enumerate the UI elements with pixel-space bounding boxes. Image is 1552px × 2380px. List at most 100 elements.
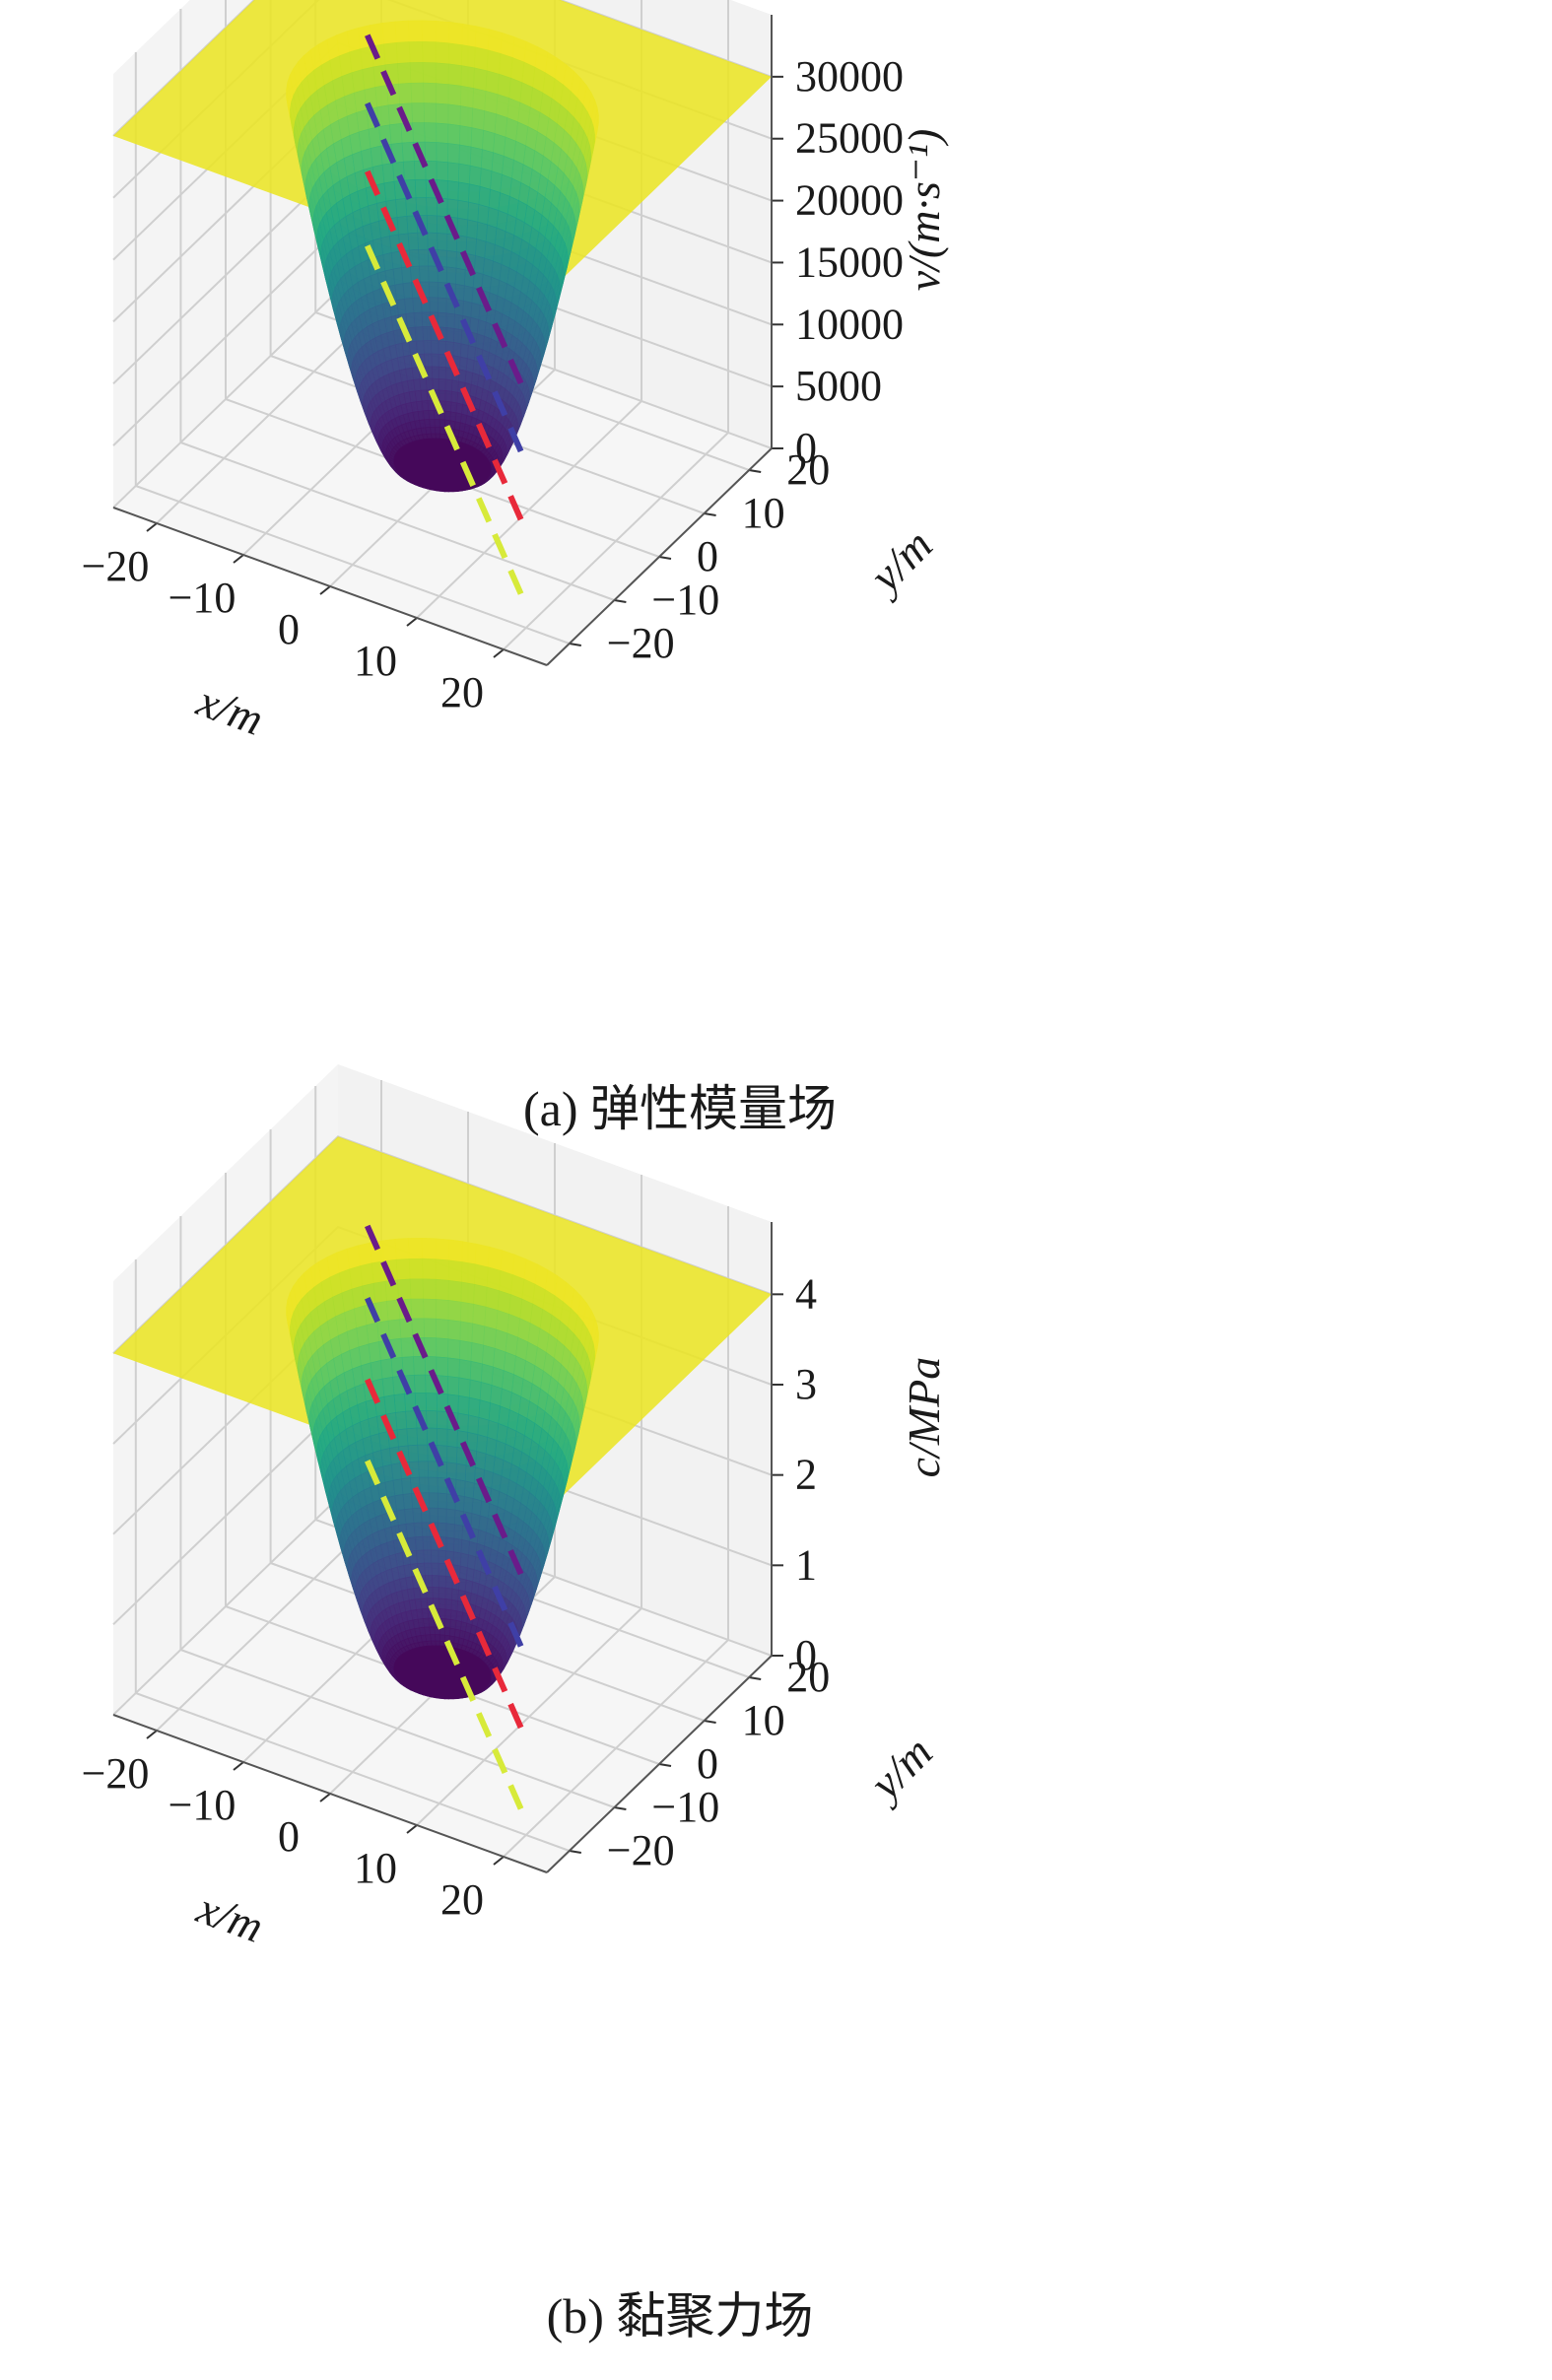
surface-facet	[445, 1588, 452, 1599]
surface-facet	[439, 1523, 446, 1537]
surface-facet	[462, 24, 476, 47]
x-tick-mark	[147, 1731, 157, 1738]
surface-facet	[485, 91, 498, 113]
surface-facet	[424, 1319, 437, 1338]
surface-facet	[428, 1462, 438, 1478]
surface-facet	[439, 1563, 445, 1576]
y-tick-label: 0	[697, 1739, 718, 1788]
surface-facet	[445, 1619, 451, 1629]
surface-facet	[395, 21, 409, 42]
surface-facet	[448, 1320, 461, 1340]
surface-facet	[447, 1377, 459, 1396]
x-tick-label: 10	[354, 1844, 397, 1892]
surface-facet	[451, 1589, 458, 1600]
surface-facet	[473, 1304, 486, 1326]
surface-facet	[461, 1282, 475, 1304]
surface-facet	[425, 1563, 433, 1576]
surface-facet	[486, 225, 497, 244]
surface-facet	[422, 1523, 431, 1536]
surface-facet	[440, 434, 445, 439]
surface-facet	[450, 1610, 456, 1621]
surface-facet	[445, 379, 452, 391]
y-tick-mark	[659, 557, 671, 559]
surface-facet	[424, 103, 437, 123]
surface-facet	[481, 1364, 493, 1386]
surface-facet	[469, 184, 481, 205]
z-axis-label: v/(m·s⁻¹)	[899, 129, 949, 292]
surface-facet	[447, 163, 459, 182]
surface-facet	[439, 420, 444, 428]
y-tick-label: −10	[651, 1783, 719, 1831]
surface-facet	[394, 1394, 406, 1412]
surface-facet	[487, 50, 501, 74]
surface-facet	[429, 282, 438, 298]
surface-facet	[439, 312, 446, 327]
surface-facet	[439, 1576, 445, 1588]
surface-facet	[402, 1357, 414, 1376]
surface-facet	[469, 1541, 478, 1557]
surface-facet	[396, 1258, 410, 1279]
surface-facet	[469, 1397, 481, 1417]
surface-facet	[438, 1508, 446, 1524]
surface-facet	[458, 182, 469, 202]
surface-facet	[447, 250, 457, 268]
surface-facet	[465, 1465, 475, 1483]
surface-facet	[419, 249, 429, 266]
surface-facet	[436, 21, 449, 43]
surface-facet	[484, 111, 497, 134]
x-tick-label: −10	[169, 1781, 236, 1829]
surface-facet	[436, 1259, 449, 1281]
surface-facet	[423, 327, 432, 341]
surface-facet	[447, 1462, 457, 1479]
surface-facet	[403, 162, 415, 181]
surface-facet	[479, 1400, 491, 1421]
x-tick-label: 0	[278, 1812, 300, 1861]
surface-facet	[410, 1279, 424, 1299]
x-tick-label: −20	[82, 542, 150, 590]
y-tick-label: 10	[742, 1696, 785, 1744]
surface-facet	[459, 357, 467, 371]
surface-facet	[497, 95, 509, 118]
surface-facet	[484, 1326, 497, 1348]
surface-facet	[448, 43, 462, 66]
surface-facet	[423, 1279, 436, 1300]
surface-facet	[471, 1514, 480, 1530]
x-axis-label: x/m	[190, 1882, 270, 1952]
surface-facet	[457, 200, 468, 220]
surface-facet	[488, 30, 502, 54]
surface-facet	[437, 1319, 449, 1339]
surface-facet	[453, 328, 461, 343]
x-tick-label: −10	[169, 574, 236, 622]
surface-facet	[445, 390, 452, 402]
surface-facet	[415, 327, 424, 342]
z-tick-label: 25000	[795, 114, 904, 163]
surface-facet	[475, 27, 489, 50]
surface-facet	[407, 1428, 418, 1446]
surface-facet	[474, 1264, 488, 1287]
surface-facet	[424, 1299, 437, 1319]
surface-facet	[470, 1361, 482, 1382]
surface-facet	[457, 218, 468, 237]
surface-facet	[449, 1240, 463, 1262]
x-tick-label: 0	[278, 605, 300, 653]
surface-facet	[425, 142, 437, 162]
surface-facet	[439, 390, 445, 401]
surface-facet	[459, 370, 467, 383]
surface-facet	[432, 1563, 439, 1576]
surface-facet	[456, 1463, 466, 1481]
surface-facet	[448, 85, 461, 106]
surface-facet	[432, 367, 439, 379]
surface-facet	[409, 1462, 419, 1478]
x-tick-mark	[320, 586, 330, 594]
surface-facet	[445, 1598, 452, 1609]
y-tick-mark	[705, 513, 716, 515]
surface-facet	[437, 1411, 447, 1429]
surface-facet	[437, 162, 448, 181]
surface-facet	[495, 1329, 507, 1352]
z-axis-label: c/MPa	[899, 1357, 949, 1478]
figure-caption: (a) 弹性模量场	[523, 1081, 837, 1136]
surface-facet	[449, 22, 463, 44]
surface-facet	[456, 403, 463, 414]
surface-facet	[497, 1311, 509, 1333]
